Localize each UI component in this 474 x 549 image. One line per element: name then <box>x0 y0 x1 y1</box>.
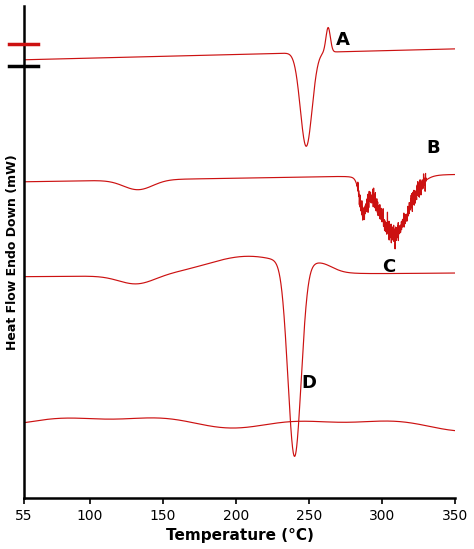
Text: C: C <box>382 257 395 276</box>
X-axis label: Temperature (°C): Temperature (°C) <box>166 529 314 544</box>
Y-axis label: Heat Flow Endo Down (mW): Heat Flow Endo Down (mW) <box>6 154 18 350</box>
Text: A: A <box>336 31 349 49</box>
Text: B: B <box>426 139 440 158</box>
Text: D: D <box>302 373 317 391</box>
